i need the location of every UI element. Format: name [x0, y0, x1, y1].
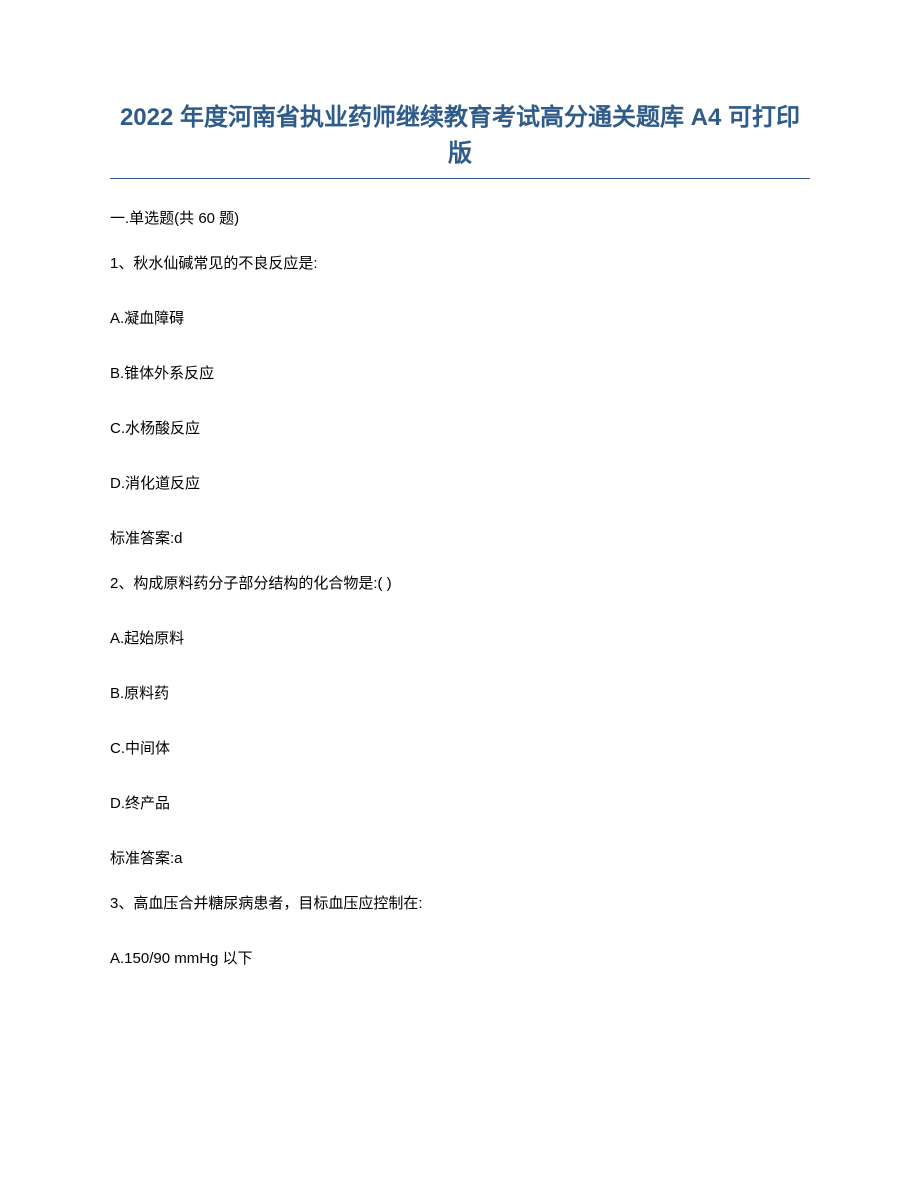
question-option: D.终产品 [110, 792, 810, 813]
question-answer: 标准答案:a [110, 847, 810, 868]
question-stem: 2、构成原料药分子部分结构的化合物是:( ) [110, 572, 810, 593]
question-option: D.消化道反应 [110, 472, 810, 493]
document-page: 2022 年度河南省执业药师继续教育考试高分通关题库 A4 可打印版 一.单选题… [0, 0, 920, 1062]
question-stem: 3、高血压合并糖尿病患者，目标血压应控制在: [110, 892, 810, 913]
question-option: A.凝血障碍 [110, 307, 810, 328]
question-block: 3、高血压合并糖尿病患者，目标血压应控制在: A.150/90 mmHg 以下 [110, 892, 810, 968]
question-option: B.原料药 [110, 682, 810, 703]
question-stem: 1、秋水仙碱常见的不良反应是: [110, 252, 810, 273]
question-option: B.锥体外系反应 [110, 362, 810, 383]
title-underline [110, 178, 810, 179]
question-option: C.中间体 [110, 737, 810, 758]
section-header: 一.单选题(共 60 题) [110, 207, 810, 228]
question-option: C.水杨酸反应 [110, 417, 810, 438]
document-title: 2022 年度河南省执业药师继续教育考试高分通关题库 A4 可打印版 [110, 100, 810, 172]
question-block: 1、秋水仙碱常见的不良反应是: A.凝血障碍 B.锥体外系反应 C.水杨酸反应 … [110, 252, 810, 548]
question-answer: 标准答案:d [110, 527, 810, 548]
question-block: 2、构成原料药分子部分结构的化合物是:( ) A.起始原料 B.原料药 C.中间… [110, 572, 810, 868]
question-option: A.起始原料 [110, 627, 810, 648]
question-option: A.150/90 mmHg 以下 [110, 947, 810, 968]
